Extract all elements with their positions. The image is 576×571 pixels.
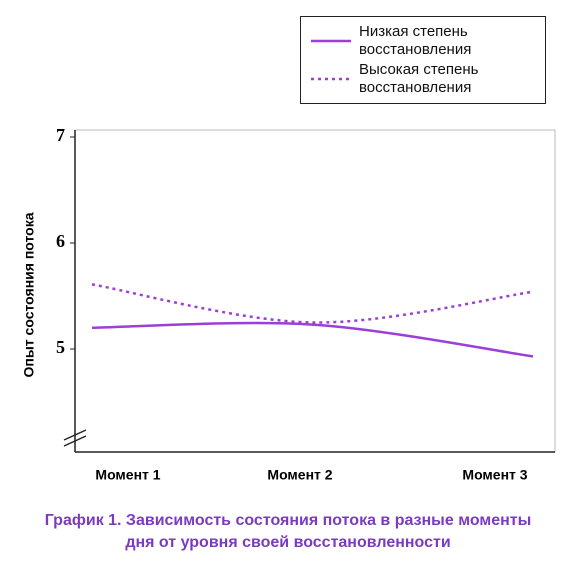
plot-frame	[74, 129, 556, 453]
axis-break	[63, 429, 87, 441]
legend-label: Низкая степень восстановления	[359, 23, 472, 58]
legend: Низкая степень восстановления Высокая сте…	[300, 16, 546, 104]
legend-item: Высокая степень восстановления	[301, 61, 545, 97]
series-line	[91, 321, 534, 358]
caption: График 1. Зависимость состояния потока в…	[44, 512, 532, 551]
chart: Опыт состояния потока 5 6 7 Момент 1 Момент …	[21, 125, 556, 483]
y-tick-label: 5	[56, 337, 65, 357]
series-line	[91, 283, 534, 324]
x-tick-label: Момент 2	[267, 467, 332, 483]
legend-item: Низкая степень восстановления	[301, 23, 545, 59]
y-axis-label: Опыт состояния потока	[21, 212, 37, 377]
x-tick-label: Момент 1	[95, 467, 160, 483]
legend-swatch	[311, 77, 351, 81]
axis-break	[63, 435, 87, 447]
y-tick-label: 6	[56, 231, 65, 251]
y-tick-label: 7	[56, 125, 65, 145]
legend-label: Высокая степень восстановления	[359, 61, 479, 96]
legend-swatch	[311, 39, 351, 43]
x-tick-label: Момент 3	[462, 467, 527, 483]
